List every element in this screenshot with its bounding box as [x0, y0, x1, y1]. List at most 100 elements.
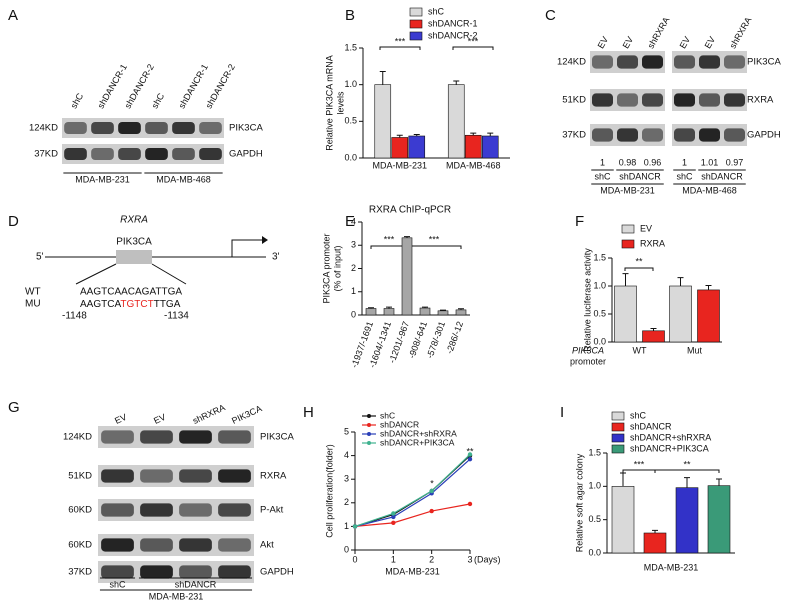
quant-value: 1	[600, 157, 605, 167]
y-tick-label: 0	[351, 309, 356, 319]
legend-label: shC	[630, 410, 647, 420]
seq-label: MU	[25, 299, 41, 310]
band	[172, 122, 195, 134]
legend-label: shDANCR	[630, 421, 672, 431]
legend-swatch	[409, 19, 423, 29]
seq-label: WT	[25, 287, 41, 298]
band	[699, 55, 720, 69]
band	[64, 122, 87, 134]
band	[118, 148, 141, 160]
bar	[455, 309, 467, 316]
lane-label: EV	[678, 35, 693, 50]
y-tick-label: 1.5	[588, 447, 601, 457]
point	[352, 524, 358, 529]
mw-label: 51KD	[562, 95, 586, 106]
error-bar	[620, 472, 626, 487]
band	[101, 538, 134, 552]
band	[218, 503, 251, 517]
sequence-part: TGTCT	[120, 299, 153, 310]
y-tick-label: 0.5	[588, 514, 601, 524]
band	[592, 128, 613, 142]
significance: ***	[634, 459, 645, 469]
position-label: -1148	[62, 311, 87, 322]
y-tick-label: 5	[344, 426, 349, 436]
band	[674, 55, 695, 69]
lane-label: EV	[703, 35, 718, 50]
end-label: 3'	[272, 252, 280, 263]
y-tick-label: 1.0	[588, 481, 601, 491]
legend-label: shDANCR+PIK3CA	[380, 437, 455, 447]
significance: ***	[429, 234, 440, 244]
error-bar	[705, 284, 712, 290]
legend-swatch	[611, 411, 625, 421]
x-tick-label: 2	[429, 554, 434, 564]
band	[118, 122, 141, 134]
line	[354, 458, 471, 527]
y-axis-label: Cell proliferation(folder)	[324, 444, 334, 538]
x-axis-label: promoter	[570, 356, 606, 366]
significance: ***	[468, 36, 479, 46]
band	[140, 565, 173, 579]
y-tick-label: 2	[351, 263, 356, 273]
panel-letter: B	[345, 7, 355, 24]
bracket	[406, 245, 462, 249]
point	[467, 501, 473, 507]
protein-label: PIK3CA	[747, 57, 781, 68]
error-bar	[404, 236, 410, 238]
end-label: 5'	[36, 252, 44, 263]
point	[391, 520, 396, 526]
panel-letter: I	[560, 404, 564, 421]
y-tick-label: 1	[344, 521, 349, 531]
bar	[437, 310, 449, 316]
lane-label: shRXRA	[191, 402, 227, 426]
error-bar	[684, 477, 690, 488]
bar	[408, 135, 426, 159]
bar	[464, 134, 482, 159]
y-tick-label: 2	[344, 497, 349, 507]
panel-letter: E	[345, 213, 355, 230]
legend-label: shDANCR	[380, 419, 419, 429]
y-axis-label: (% of input)	[332, 245, 342, 291]
band	[642, 93, 663, 107]
lane-label: shC	[150, 91, 167, 110]
band	[101, 503, 134, 517]
legend-label: shDANCR-1	[428, 18, 478, 28]
y-tick-label: 0	[344, 544, 349, 554]
mw-label: 60KD	[68, 540, 92, 551]
y-tick-label: 0.5	[593, 308, 606, 318]
x-axis-label: PIK3CA	[572, 345, 604, 355]
band	[592, 93, 613, 107]
band	[699, 128, 720, 142]
bar	[611, 486, 635, 554]
group-label: MDA-MB-231	[75, 174, 130, 184]
line	[354, 453, 471, 527]
y-tick-label: 0.0	[588, 547, 601, 557]
bar	[365, 308, 377, 316]
band	[91, 122, 114, 134]
y-tick-label: 3	[344, 474, 349, 484]
band	[101, 565, 134, 579]
x-tick-label: 1	[391, 554, 396, 564]
mw-label: 37KD	[562, 130, 586, 141]
x-axis-label: MDA-MB-231	[385, 566, 440, 576]
panel-letter: G	[8, 399, 20, 416]
band	[617, 55, 638, 69]
mw-label: 124KD	[63, 432, 92, 443]
band	[674, 93, 695, 107]
error-bar	[422, 306, 428, 309]
band	[145, 148, 168, 160]
tss-arrow	[231, 239, 262, 257]
bar	[383, 308, 395, 316]
position-label: -1134	[164, 311, 189, 322]
significance: ***	[384, 234, 395, 244]
band	[218, 538, 251, 552]
legend-label: shDANCR-2	[428, 30, 478, 40]
legend-label: RXRA	[640, 238, 665, 248]
quant-value: 0.96	[644, 157, 662, 167]
y-tick-label: 4	[344, 450, 349, 460]
group-label: MDA-MB-231	[600, 185, 655, 195]
point	[391, 511, 396, 516]
error-bar	[396, 134, 403, 138]
point	[391, 514, 396, 520]
panel-letter: A	[8, 7, 18, 24]
